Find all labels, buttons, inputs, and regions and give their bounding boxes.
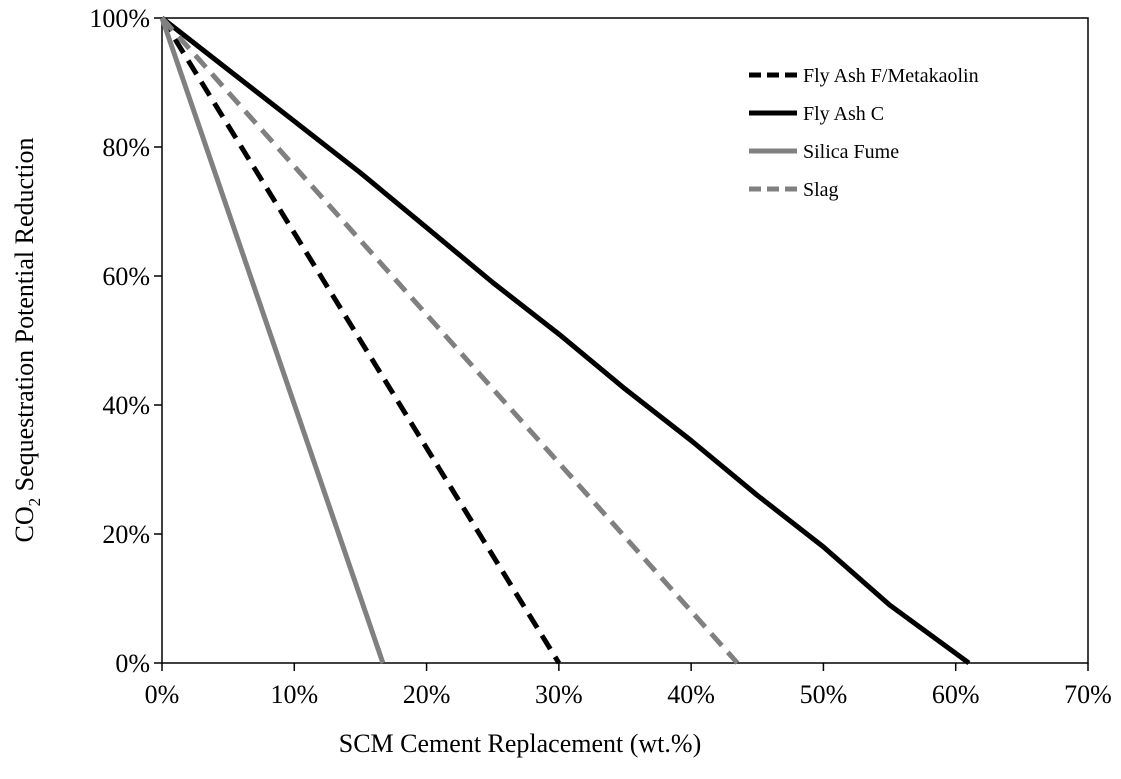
legend-label: Fly Ash C — [803, 103, 884, 125]
series-line-1 — [159, 16, 562, 665]
y-tick-label: 0% — [115, 649, 150, 678]
y-axis-title-subscript: 2 — [25, 498, 44, 507]
y-tick-label: 40% — [102, 391, 150, 420]
legend-label: Fly Ash F/Metakaolin — [803, 65, 979, 87]
x-axis-ticks: 0% 10% 20% 30% 40% 50% 60% 70% — [145, 663, 1112, 709]
legend: Fly Ash F/Metakaolin Fly Ash C Silica Fume… — [749, 65, 979, 201]
y-tick-label: 60% — [102, 262, 150, 291]
plot-area-frame — [161, 17, 1089, 664]
series-line-2 — [160, 16, 971, 666]
series-layer — [159, 16, 971, 666]
series-line-4 — [160, 16, 740, 665]
x-tick-label: 60% — [932, 680, 980, 709]
x-tick-label: 70% — [1064, 680, 1112, 709]
series-line-3 — [159, 17, 386, 664]
y-axis-title-rest: Sequestration Potential Reduction — [10, 138, 39, 498]
x-tick-label: 40% — [667, 680, 715, 709]
y-tick-label: 100% — [89, 4, 150, 33]
y-tick-label: 80% — [102, 133, 150, 162]
legend-label: Silica Fume — [803, 141, 899, 163]
x-tick-label: 30% — [535, 680, 583, 709]
x-axis-title: SCM Cement Replacement (wt.%) — [339, 729, 701, 758]
y-axis-title: CO2 Sequestration Potential Reduction — [10, 138, 44, 543]
x-tick-label: 10% — [270, 680, 318, 709]
y-axis-ticks: 0% 20% 40% 60% 80% 100% — [89, 4, 162, 678]
x-tick-label: 50% — [800, 680, 848, 709]
x-tick-label: 0% — [145, 680, 180, 709]
x-tick-label: 20% — [403, 680, 451, 709]
y-tick-label: 20% — [102, 520, 150, 549]
legend-label: Slag — [803, 179, 839, 201]
y-axis-title-main: CO — [10, 506, 39, 542]
